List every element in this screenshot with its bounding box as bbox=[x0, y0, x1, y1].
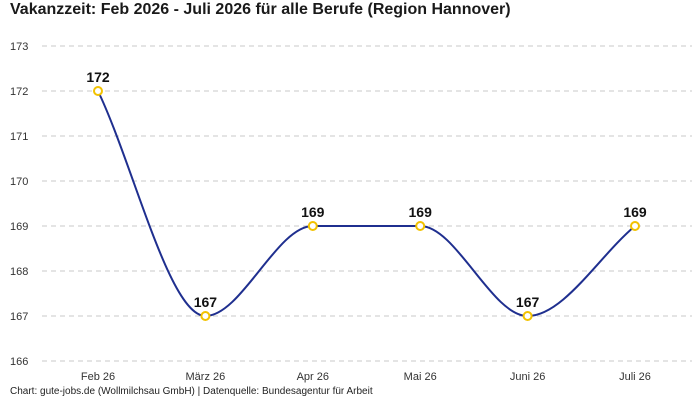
chart-footer: Chart: gute-jobs.de (Wollmilchsau GmbH) … bbox=[10, 386, 373, 397]
chart-title: Vakanzzeit: Feb 2026 - Juli 2026 für all… bbox=[10, 1, 511, 18]
series-line bbox=[97, 90, 636, 318]
y-tick-label: 167 bbox=[10, 311, 28, 323]
data-label-layer: 172 167 169 169 167 169 bbox=[86, 69, 647, 310]
data-label: 172 bbox=[86, 69, 110, 85]
x-tick-label: Mai 26 bbox=[404, 371, 437, 383]
data-label: 169 bbox=[301, 204, 325, 220]
y-tick-label: 169 bbox=[10, 221, 28, 233]
y-tick-label: 172 bbox=[10, 86, 28, 98]
y-axis-ticks: 166 167 168 169 170 171 172 173 bbox=[10, 41, 28, 368]
grid-layer bbox=[42, 45, 692, 362]
y-tick-label: 166 bbox=[10, 356, 28, 368]
data-point bbox=[93, 86, 103, 96]
data-label: 167 bbox=[516, 294, 540, 310]
x-tick-label: Feb 26 bbox=[81, 371, 115, 383]
x-tick-label: Juni 26 bbox=[510, 371, 545, 383]
y-tick-label: 171 bbox=[10, 131, 28, 143]
x-tick-label: März 26 bbox=[186, 371, 226, 383]
data-label: 167 bbox=[194, 294, 218, 310]
series-line-layer bbox=[97, 90, 636, 318]
y-tick-label: 170 bbox=[10, 176, 28, 188]
y-tick-label: 168 bbox=[10, 266, 28, 278]
x-axis-ticks: Feb 26 März 26 Apr 26 Mai 26 Juni 26 Juli 26 bbox=[81, 371, 651, 383]
data-label: 169 bbox=[623, 204, 647, 220]
y-tick-label: 173 bbox=[10, 41, 28, 53]
data-point bbox=[630, 221, 640, 231]
data-point bbox=[200, 311, 211, 321]
data-point bbox=[307, 221, 318, 231]
data-point bbox=[415, 221, 426, 231]
marker-layer bbox=[93, 86, 640, 321]
data-label: 169 bbox=[409, 204, 433, 220]
x-tick-label: Apr 26 bbox=[297, 371, 329, 383]
x-tick-label: Juli 26 bbox=[619, 371, 651, 383]
data-point bbox=[522, 311, 533, 321]
